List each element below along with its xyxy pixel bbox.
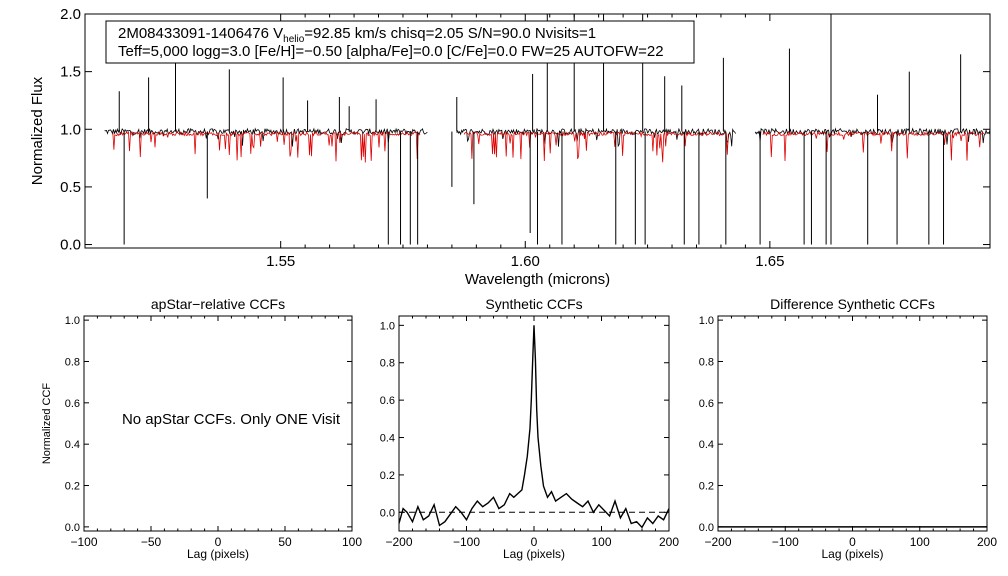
difference-ccf-frame bbox=[717, 315, 988, 532]
y-tick-label: 0.8 bbox=[380, 358, 395, 370]
difference-ccf-panel: −200 −100 0 100 200 0.0 0.2 0.4 0.6 0.8 1.0 Differe… bbox=[699, 296, 998, 561]
info-chisq: chisq=2.05 bbox=[391, 25, 468, 42]
x-tick-label: 1.55 bbox=[266, 253, 295, 270]
x-tick-label: 0 bbox=[215, 535, 222, 549]
x-tick-label: −50 bbox=[141, 535, 162, 549]
y-tick-label: 1.0 bbox=[380, 320, 395, 332]
y-tick-label: 1.0 bbox=[699, 315, 714, 327]
info-v-label: V bbox=[273, 25, 283, 42]
y-tick-label: 1.0 bbox=[60, 121, 81, 138]
info-line-2: Teff=5,000 logg=3.0 [Fe/H]=−0.50 [alpha/… bbox=[118, 43, 664, 60]
synthetic-ccf-panel: −200 −100 0 100 200 0.0 0.2 0.4 0.6 0.8 1.0 Synthet… bbox=[380, 296, 680, 561]
apstar-ccf-ylabel: Normalized CCF bbox=[41, 383, 53, 465]
y-tick-label: 0.8 bbox=[65, 356, 80, 368]
spectrum-plot-area bbox=[104, 14, 990, 245]
y-tick-label: 0.0 bbox=[380, 507, 395, 519]
y-tick-label: 0.2 bbox=[380, 470, 395, 482]
x-tick-label: −100 bbox=[70, 535, 97, 549]
x-tick-label: 0 bbox=[531, 535, 538, 549]
observed-spectrum-line bbox=[104, 127, 428, 147]
y-tick-label: 1.5 bbox=[60, 64, 81, 81]
spectrum-ylabel: Normalized Flux bbox=[29, 76, 46, 185]
y-tick-label: 0.2 bbox=[65, 481, 80, 493]
x-tick-label: 1.60 bbox=[511, 253, 540, 270]
y-tick-label: 0.4 bbox=[65, 439, 80, 451]
synthetic-spectrum-line bbox=[111, 130, 421, 163]
x-tick-label: 100 bbox=[591, 535, 611, 549]
x-tick-label: −200 bbox=[704, 535, 731, 549]
x-tick-label: −200 bbox=[385, 535, 412, 549]
synthetic-ccf-title: Synthetic CCFs bbox=[485, 296, 582, 312]
info-nvisits: Nvisits=1 bbox=[535, 25, 596, 42]
apstar-ccf-title: apStar−relative CCFs bbox=[151, 296, 285, 312]
x-tick-label: 200 bbox=[659, 535, 679, 549]
synthetic-ccf-plot-area bbox=[399, 325, 669, 529]
observed-spectrum-line bbox=[754, 127, 990, 145]
info-line-1: 2M08433091-1406476 Vhelio=92.85 km/s chi… bbox=[118, 25, 596, 45]
info-box-frame bbox=[105, 20, 695, 64]
apstar-ccf-xlabel: Lag (pixels) bbox=[187, 547, 249, 561]
no-ccf-message: No apStar CCFs. Only ONE Visit bbox=[122, 411, 341, 428]
synthetic-ccf-xlabel: Lag (pixels) bbox=[503, 547, 565, 561]
apstar-ccf-panel: −100 −50 0 50 100 0.0 0.2 0.4 0.6 0.8 1.0 apStar−re… bbox=[41, 296, 362, 561]
x-tick-label: 200 bbox=[977, 535, 997, 549]
info-box: 2M08433091-1406476 Vhelio=92.85 km/s chi… bbox=[105, 20, 695, 64]
x-tick-label: 1.65 bbox=[755, 253, 784, 270]
y-tick-label: 0.6 bbox=[65, 398, 80, 410]
synthetic-ccf-frame bbox=[398, 315, 670, 532]
x-tick-label: −100 bbox=[453, 535, 480, 549]
y-tick-label: 0.2 bbox=[699, 481, 714, 493]
info-v-sub: helio bbox=[283, 34, 305, 45]
synthetic-spectrum-line bbox=[762, 130, 985, 162]
info-snr: S/N=90.0 bbox=[468, 25, 535, 42]
y-tick-label: 0.6 bbox=[699, 398, 714, 410]
y-tick-label: 0.6 bbox=[380, 395, 395, 407]
synthetic-ccf-line bbox=[399, 325, 669, 529]
y-tick-label: 0.0 bbox=[60, 237, 81, 254]
info-star-id: 2M08433091-1406476 bbox=[118, 25, 273, 42]
y-tick-label: 0.4 bbox=[380, 433, 395, 445]
y-tick-label: 0.8 bbox=[699, 356, 714, 368]
spectrum-xlabel: Wavelength (microns) bbox=[465, 271, 610, 288]
spectrum-panel: 1.55 1.60 1.65 0.0 0.5 1.0 1.5 2.0 Wavelength (m… bbox=[29, 6, 991, 288]
info-v-value: =92.85 km/s bbox=[304, 25, 390, 42]
x-tick-label: 0 bbox=[849, 535, 856, 549]
y-tick-label: 0.0 bbox=[65, 522, 80, 534]
y-tick-label: 2.0 bbox=[60, 6, 81, 23]
y-tick-label: 0.0 bbox=[699, 522, 714, 534]
y-tick-label: 0.4 bbox=[699, 439, 714, 451]
x-tick-label: 100 bbox=[342, 535, 362, 549]
x-tick-label: 50 bbox=[278, 535, 292, 549]
y-tick-label: 1.0 bbox=[65, 315, 80, 327]
difference-ccf-title: Difference Synthetic CCFs bbox=[770, 296, 935, 312]
x-tick-label: −100 bbox=[772, 535, 799, 549]
x-tick-label: 100 bbox=[910, 535, 930, 549]
difference-ccf-xlabel: Lag (pixels) bbox=[821, 547, 883, 561]
y-tick-label: 0.5 bbox=[60, 179, 81, 196]
observed-spectrum-line bbox=[456, 127, 736, 148]
